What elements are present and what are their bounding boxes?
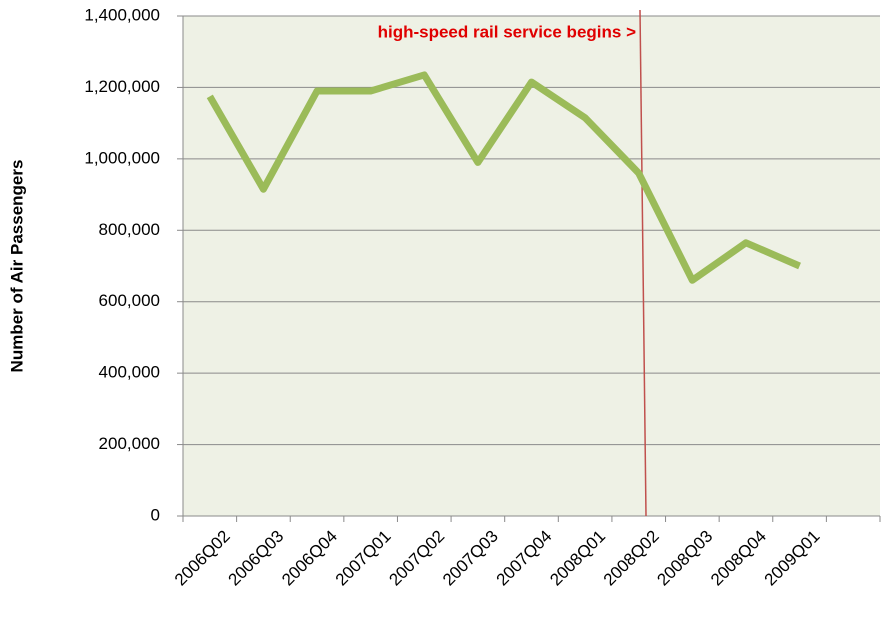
y-tick-label: 400,000 [99,363,160,382]
x-tick-label: 2006Q02 [171,527,234,590]
annotation: high-speed rail service begins > [378,22,636,41]
plot-area [183,16,880,516]
event-line [639,9,647,517]
x-tick-label: 2007Q04 [493,527,556,590]
x-tick-label: 2007Q03 [439,527,502,590]
y-axis-label: Number of Air Passengers [7,160,26,373]
x-tick-label: 2008Q03 [653,527,716,590]
x-tick-label: 2008Q02 [600,527,663,590]
x-tick-label: 2007Q02 [385,527,448,590]
y-tick-label: 0 [151,505,160,524]
y-tick-label: 1,200,000 [84,77,160,96]
y-tick-label: 200,000 [99,434,160,453]
y-tick-label: 1,000,000 [84,148,160,167]
y-tick-label: 800,000 [99,220,160,239]
x-tick-label: 2006Q03 [225,527,288,590]
data-line [206,71,801,284]
x-tick-label: 2008Q04 [707,527,770,590]
x-tick-label: 2007Q01 [332,527,395,590]
x-tick-label: 2008Q01 [546,527,609,590]
x-tick-label: 2009Q01 [761,527,824,590]
y-tick-label: 1,400,000 [84,5,160,24]
y-tick-label: 600,000 [99,291,160,310]
x-tick-label: 2006Q04 [278,527,341,590]
